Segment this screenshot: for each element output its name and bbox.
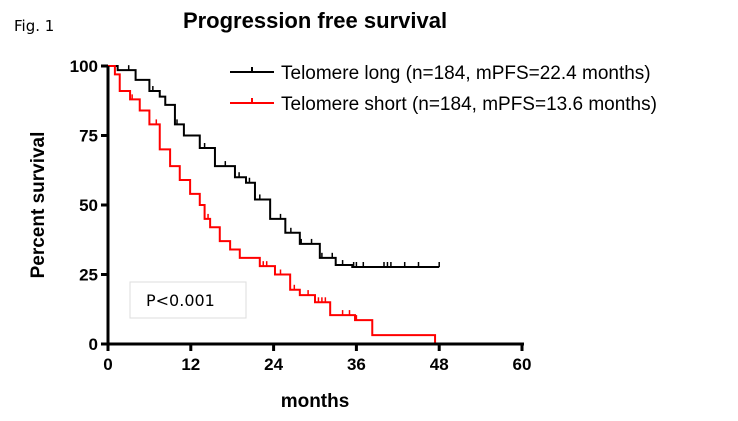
x-tick-label: 48 [430,355,449,374]
survival-curve [108,65,437,344]
figure-label: Fig. 1 [14,17,54,35]
legend-item-long: Telomere long (n=184, mPFS=22.4 months) [230,63,651,84]
y-tick-label: 75 [79,127,98,146]
x-tick-label: 24 [264,355,283,374]
survival-curves [108,65,440,344]
x-tick-label: 60 [513,355,532,374]
y-tick-label: 50 [79,196,98,215]
legend-label-short: Telomere short (n=184, mPFS=13.6 months) [281,94,657,115]
series-telomere-long [108,65,440,268]
x-tick-label: 12 [181,355,200,374]
series-telomere-short [108,65,437,344]
legend: Telomere long (n=184, mPFS=22.4 months) … [230,63,657,115]
axes: 0 12 24 36 48 60 0 25 50 75 100 [70,57,532,374]
y-tick-label: 100 [70,57,98,76]
p-value-box: P<0.001 [129,281,247,319]
y-axis-label: Percent survival [28,132,49,279]
legend-item-short: Telomere short (n=184, mPFS=13.6 months) [230,94,657,115]
legend-label-long: Telomere long (n=184, mPFS=22.4 months) [281,63,651,84]
x-axis-label: months [281,391,350,412]
x-tick-label: 36 [347,355,366,374]
y-tick-label: 0 [89,335,98,354]
chart-title: Progression free survival [183,8,447,33]
y-tick-label: 25 [79,266,98,285]
x-tick-label: 0 [103,355,112,374]
p-value: P<0.001 [146,291,215,310]
